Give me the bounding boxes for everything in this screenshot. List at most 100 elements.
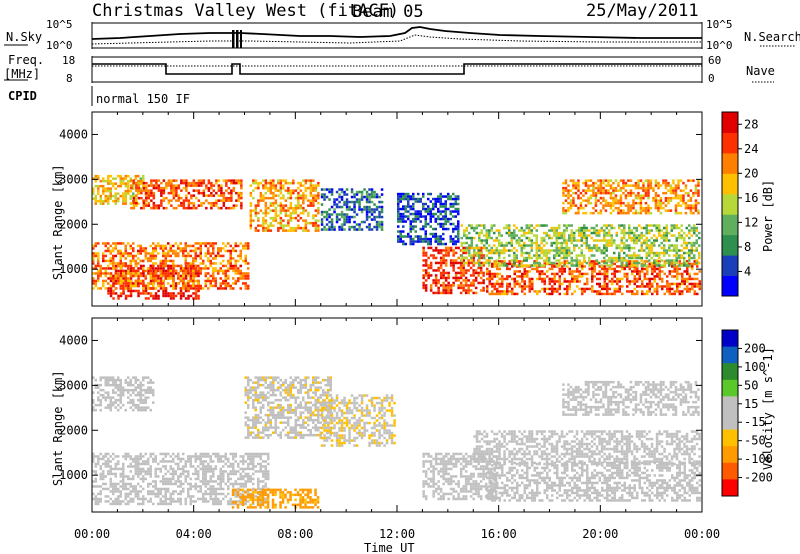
echo-cell: [152, 460, 155, 463]
echo-cell: [94, 264, 97, 268]
echo-cell: [244, 287, 247, 290]
echo-cell: [626, 277, 629, 281]
echo-cell: [222, 199, 226, 202]
power-colorbar-tick: 28: [744, 117, 758, 131]
echo-cell: [531, 277, 534, 281]
echo-cell: [672, 186, 675, 190]
echo-cell: [683, 246, 686, 250]
echo-cell: [269, 184, 273, 187]
echo-cell: [610, 234, 613, 237]
echo-cell: [294, 204, 298, 207]
echo-cell: [194, 264, 197, 268]
echo-cell: [614, 194, 618, 197]
echo-cell: [523, 267, 526, 271]
echo-cell: [533, 226, 536, 230]
echo-cell: [454, 207, 457, 211]
echo-cell: [142, 467, 145, 471]
echo-cell: [187, 297, 190, 300]
echo-cell: [664, 179, 668, 182]
echo-cell: [338, 195, 341, 199]
echo-cell: [660, 234, 663, 237]
echo-cell: [674, 206, 678, 210]
echo-cell: [454, 227, 457, 231]
echo-cell: [127, 192, 130, 195]
echo-cell: [571, 272, 574, 276]
echo-cell: [109, 249, 112, 253]
echo-cell: [232, 179, 236, 182]
echo-cell: [139, 272, 143, 275]
echo-cell: [580, 249, 583, 252]
echo-cell: [462, 279, 465, 282]
echo-cell: [112, 182, 115, 185]
echo-cell: [493, 265, 496, 268]
echo-cell: [227, 274, 230, 278]
echo-cell: [172, 500, 175, 503]
echo-cell: [633, 256, 636, 260]
echo-cell: [147, 297, 150, 300]
echo-cell: [353, 215, 356, 219]
echo-cell: [209, 282, 212, 285]
echo-cell: [244, 257, 247, 260]
echo-cell: [488, 275, 491, 278]
echo-cell: [147, 485, 150, 488]
echo-cell: [107, 174, 110, 178]
echo-cell: [358, 198, 361, 201]
echo-cell: [142, 184, 145, 188]
echo-cell: [585, 229, 588, 232]
echo-cell: [149, 287, 152, 290]
echo-cell: [147, 267, 150, 270]
echo-cell: [675, 226, 678, 230]
echo-cell: [182, 490, 185, 493]
echo-cell: [678, 282, 681, 286]
echo-cell: [212, 257, 215, 260]
echo-cell: [142, 199, 146, 202]
echo-cell: [629, 179, 633, 182]
echo-cell: [546, 292, 549, 296]
echo-cell: [695, 261, 698, 265]
echo-cell: [598, 285, 601, 288]
echo-cell: [574, 184, 578, 187]
echo-cell: [675, 239, 678, 242]
echo-cell: [520, 234, 523, 237]
echo-cell: [102, 177, 105, 180]
echo-cell: [553, 234, 556, 237]
echo-cell: [215, 204, 218, 207]
echo-cell: [535, 254, 538, 257]
echo-cell: [144, 274, 147, 278]
echo-cell: [169, 472, 172, 476]
echo-cell: [264, 196, 268, 200]
echo-cell: [493, 282, 496, 286]
echo-cell: [122, 202, 125, 205]
echo-cell: [137, 272, 140, 275]
echo-cell: [592, 191, 595, 195]
echo-cell: [189, 244, 192, 248]
echo-cell: [567, 196, 570, 200]
echo-cell: [197, 254, 200, 258]
echo-cell: [368, 225, 371, 229]
echo-cell: [577, 189, 580, 192]
echo-cell: [511, 262, 514, 266]
echo-cell: [444, 220, 447, 223]
echo-cell: [480, 231, 483, 235]
echo-cell: [287, 206, 290, 210]
echo-cell: [104, 244, 107, 248]
echo-cell: [157, 492, 160, 496]
echo-cell: [573, 234, 576, 237]
echo-cell: [207, 247, 210, 250]
echo-cell: [638, 277, 641, 281]
echo-cell: [500, 249, 503, 252]
echo-cell: [470, 236, 473, 240]
echo-cell: [658, 267, 661, 271]
echo-cell: [137, 277, 140, 280]
echo-cell: [623, 256, 626, 260]
echo-cell: [232, 189, 236, 192]
echo-cell: [518, 282, 521, 286]
echo-cell: [99, 202, 102, 205]
echo-cell: [678, 231, 681, 235]
echo-cell: [175, 191, 178, 195]
echo-cell: [663, 292, 666, 296]
echo-cell: [616, 270, 619, 273]
echo-cell: [563, 251, 566, 255]
echo-cell: [335, 203, 339, 206]
echo-cell: [613, 256, 616, 260]
